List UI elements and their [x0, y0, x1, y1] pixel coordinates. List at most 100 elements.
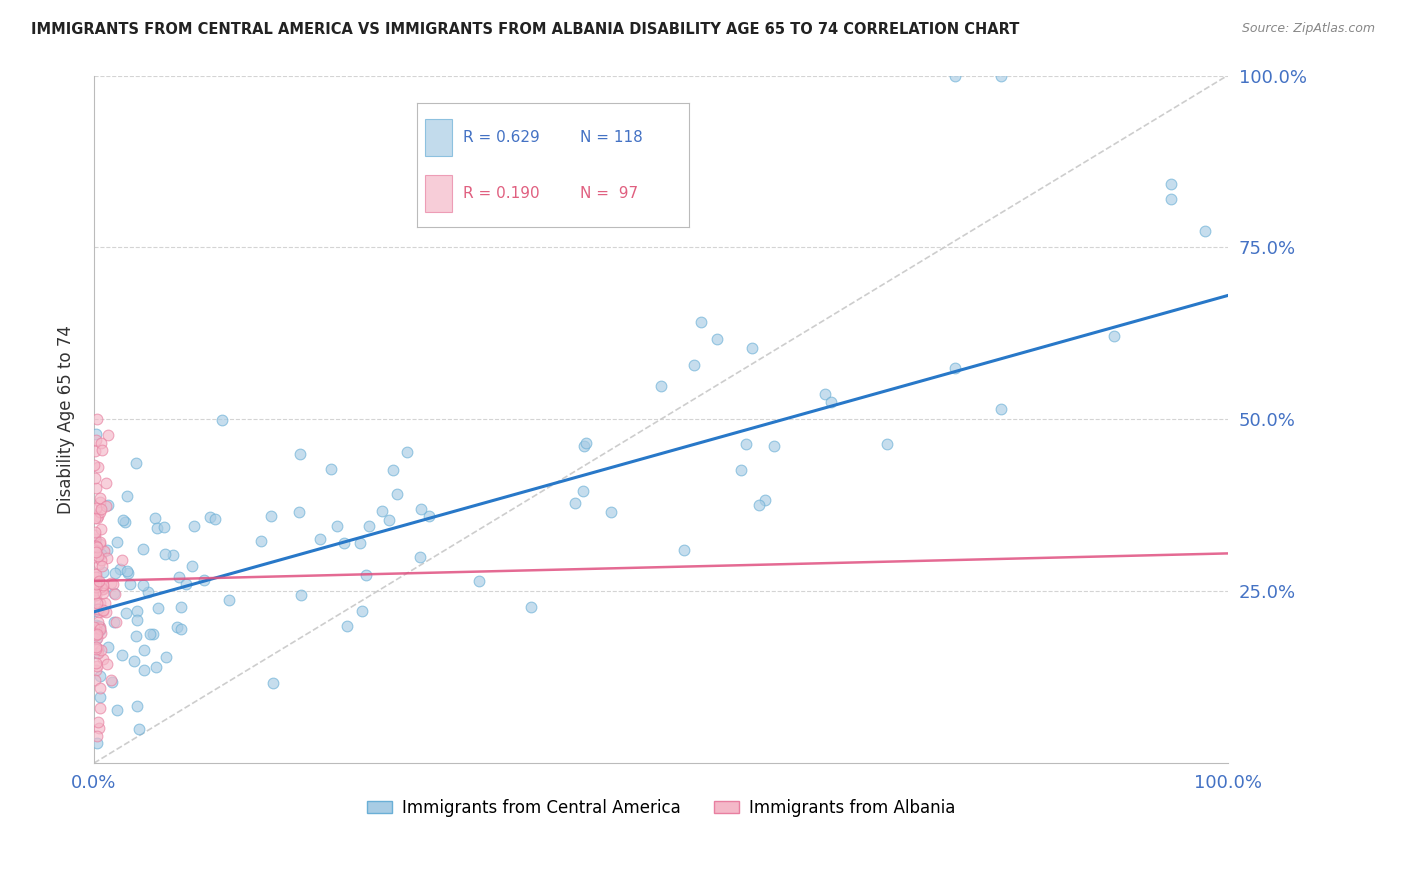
Point — [89, 596, 111, 610]
Point — [309, 532, 332, 546]
Point — [89, 574, 111, 589]
Point — [90, 522, 112, 536]
Point — [87, 605, 110, 619]
Point — [706, 332, 728, 346]
Point — [83, 528, 105, 542]
Point — [520, 600, 543, 615]
Point — [91, 565, 114, 579]
Point — [132, 578, 155, 592]
Point — [89, 491, 111, 505]
Point — [89, 580, 111, 594]
Point — [763, 439, 786, 453]
Point — [262, 676, 284, 690]
Point — [169, 570, 191, 584]
Point — [370, 503, 392, 517]
Point — [84, 566, 107, 581]
Point — [83, 549, 105, 564]
Point — [84, 524, 107, 539]
Point — [87, 714, 110, 729]
Point — [290, 447, 312, 461]
Point — [89, 701, 111, 715]
Point — [91, 558, 114, 573]
Point — [86, 541, 108, 555]
Point — [84, 501, 107, 516]
Point — [350, 604, 373, 618]
Point — [83, 458, 105, 472]
Point — [86, 658, 108, 673]
Point — [83, 579, 105, 593]
Point — [89, 623, 111, 637]
Point — [100, 674, 122, 689]
Point — [90, 580, 112, 594]
Point — [84, 663, 107, 677]
Point — [87, 460, 110, 475]
Point — [89, 620, 111, 634]
Point — [104, 566, 127, 580]
Point — [101, 577, 124, 591]
Point — [97, 640, 120, 654]
Point — [382, 463, 405, 477]
Point — [83, 511, 105, 525]
Point — [166, 620, 188, 634]
Point — [945, 69, 967, 83]
Point — [108, 562, 131, 576]
Point — [96, 657, 118, 671]
Point — [90, 436, 112, 450]
Point — [105, 703, 128, 717]
Point — [89, 505, 111, 519]
Point — [86, 412, 108, 426]
Point — [89, 690, 111, 705]
Point — [96, 543, 118, 558]
Point — [1160, 178, 1182, 192]
Point — [87, 549, 110, 564]
Point — [193, 573, 215, 587]
Point — [468, 574, 491, 588]
Point — [125, 613, 148, 627]
Point — [689, 314, 711, 328]
Point — [91, 602, 114, 616]
Point — [97, 498, 120, 512]
Point — [84, 433, 107, 447]
Point — [89, 535, 111, 549]
Point — [84, 545, 107, 559]
Point — [86, 583, 108, 598]
Text: IMMIGRANTS FROM CENTRAL AMERICA VS IMMIGRANTS FROM ALBANIA DISABILITY AGE 65 TO : IMMIGRANTS FROM CENTRAL AMERICA VS IMMIG… — [31, 22, 1019, 37]
Point — [325, 519, 347, 533]
Point — [378, 513, 401, 527]
Point — [91, 605, 114, 619]
Point — [84, 580, 107, 594]
Point — [93, 543, 115, 558]
Point — [84, 443, 107, 458]
Point — [741, 341, 763, 355]
Point — [134, 663, 156, 677]
Point — [408, 549, 430, 564]
Point — [91, 582, 114, 596]
Point — [142, 627, 165, 641]
Point — [91, 652, 114, 666]
Point — [673, 543, 696, 558]
Point — [260, 509, 283, 524]
Point — [100, 576, 122, 591]
Point — [86, 735, 108, 749]
Point — [84, 604, 107, 618]
Point — [198, 510, 221, 524]
Point — [83, 620, 105, 634]
Point — [87, 646, 110, 660]
Point — [359, 519, 381, 533]
Point — [183, 519, 205, 533]
Point — [87, 642, 110, 657]
Point — [117, 566, 139, 581]
Point — [170, 622, 193, 636]
Point — [89, 495, 111, 509]
Point — [170, 600, 193, 615]
Point — [385, 487, 408, 501]
Point — [84, 622, 107, 636]
Point — [84, 627, 107, 641]
Point — [128, 722, 150, 736]
Point — [84, 632, 107, 646]
Point — [86, 646, 108, 660]
Point — [94, 596, 117, 610]
Point — [105, 535, 128, 549]
Point — [122, 654, 145, 668]
Point — [89, 557, 111, 571]
